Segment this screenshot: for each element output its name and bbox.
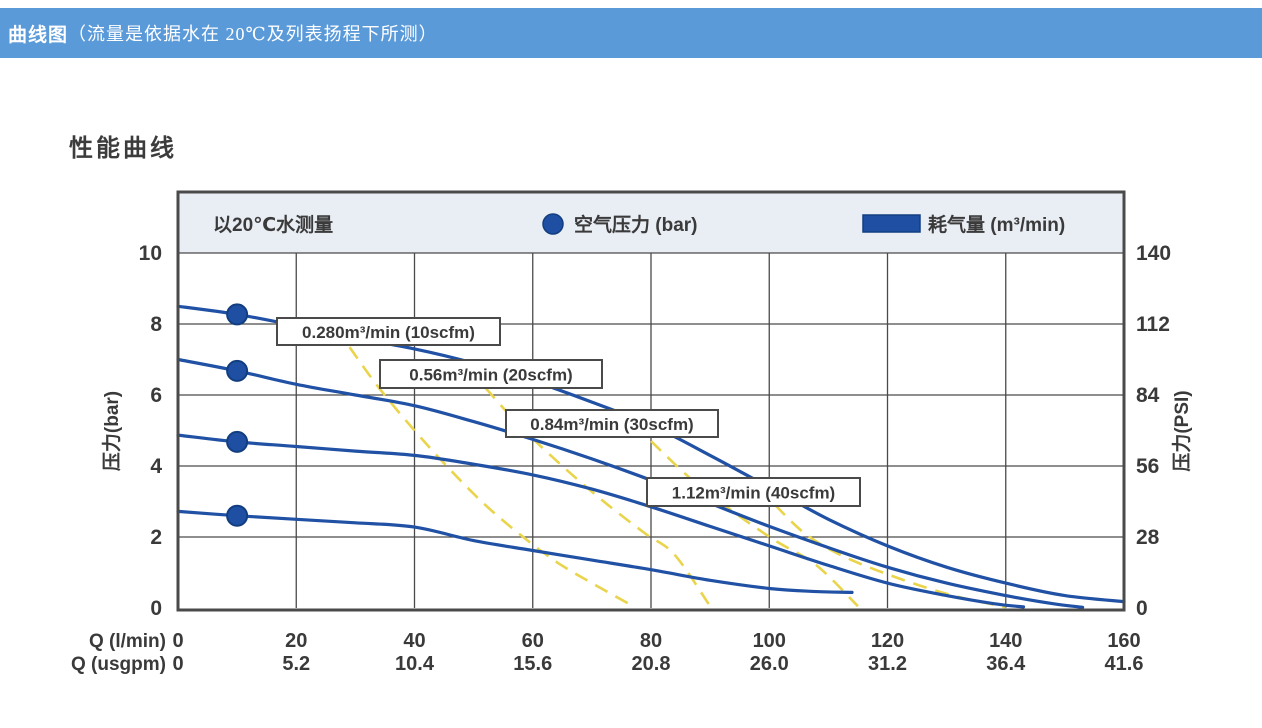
pressure-curve-4 (176, 509, 854, 594)
x-secondary-tick: 0 (172, 653, 183, 675)
consumption-label-2: 0.56m³/min (20scfm) (409, 366, 572, 385)
y-right-tick: 112 (1136, 313, 1170, 336)
legend-note-label: 以20℃水测量 (213, 214, 333, 236)
consumption-label-box-3 (505, 409, 719, 438)
x-secondary-tick: 20.8 (632, 653, 671, 675)
y-left-tick: 0 (150, 597, 162, 620)
performance-chart: 0.280m³/min (10scfm) 0.56m³/min (20scfm) 0… (0, 185, 1262, 705)
x-axis: Q (l/min)Q (usgpm) 0 20 40 60 80 100 120 140 160 0… (71, 630, 1143, 675)
consumption-contour-3 (650, 440, 859, 608)
x-primary-tick: 0 (172, 630, 183, 652)
consumption-label-1: 0.280m³/min (10scfm) (302, 323, 475, 342)
y-left-tick: 10 (139, 242, 162, 265)
y-left-title: 压力(bar) (100, 391, 123, 471)
x-secondary-tick: 36.4 (986, 653, 1026, 675)
air-pressure-dot-3 (226, 430, 249, 453)
legend-circle-icon (542, 213, 564, 235)
header-subtitle: （流量是依据水在 20℃及列表扬程下所测） (68, 24, 438, 44)
x-primary-tick: 40 (403, 630, 425, 652)
y-left-tick: 4 (150, 455, 162, 478)
x-primary-tick: 100 (753, 630, 786, 652)
x-primary-tick: 80 (640, 630, 662, 652)
x-secondary-tick: 26.0 (750, 653, 789, 675)
x-primary-tick: 20 (285, 630, 307, 652)
x-secondary-tick: 41.6 (1105, 653, 1144, 675)
pressure-curve-3 (176, 433, 1026, 609)
legend-consumption-label: 耗气量 (m³/min) (928, 213, 1065, 236)
air-pressure-dot-2 (226, 359, 249, 382)
x-primary-tick: 160 (1107, 630, 1140, 652)
legend-band (178, 192, 1124, 253)
y-right-tick: 0 (1136, 597, 1148, 620)
y-right-tick: 28 (1136, 526, 1160, 549)
x-primary-title: Q (l/min) (89, 631, 166, 652)
legend-swatch-icon (862, 214, 921, 233)
y-right-tick: 84 (1136, 384, 1160, 407)
plot-border (176, 190, 1126, 612)
x-secondary-tick: 31.2 (868, 653, 907, 675)
x-secondary-tick: 5.2 (282, 653, 310, 675)
y-left-tick: 8 (150, 313, 162, 336)
y-right-title: 压力(PSI) (1170, 390, 1193, 471)
y-right-tick: 56 (1136, 455, 1159, 478)
y-axis-right: 0 28 56 84 112 140 压力(PSI) (1136, 242, 1193, 620)
header-title: 曲线图 (8, 24, 69, 46)
x-primary-tick: 120 (871, 630, 904, 652)
y-left-tick: 2 (150, 526, 162, 549)
legend: 以20℃水测量 空气压力 (bar) 耗气量 (m³/min) (213, 213, 1065, 236)
air-pressure-dot-4 (226, 504, 249, 527)
y-right-tick: 140 (1136, 242, 1171, 265)
pressure-curve-2 (176, 357, 1085, 609)
consumption-label-box-1 (276, 317, 501, 346)
legend-air-pressure-label: 空气压力 (bar) (574, 213, 698, 236)
consumption-label-boxes: 0.280m³/min (10scfm) 0.56m³/min (20scfm) 0… (276, 317, 861, 507)
x-secondary-title: Q (usgpm) (71, 654, 166, 675)
air-pressure-dots (226, 303, 249, 527)
x-secondary-tick: 15.6 (513, 653, 552, 675)
x-primary-tick: 60 (522, 630, 544, 652)
consumption-label-box-2 (379, 359, 603, 389)
y-axis-left: 0 2 4 6 8 10 压力(bar) (100, 242, 162, 620)
header-bar: 曲线图 （流量是依据水在 20℃及列表扬程下所测） (0, 8, 1262, 58)
x-primary-tick: 140 (989, 630, 1022, 652)
consumption-contour-1 (348, 346, 634, 608)
y-left-tick: 6 (150, 384, 162, 407)
consumption-label-box-4 (646, 477, 861, 507)
x-secondary-tick: 10.4 (395, 653, 435, 675)
chart-svg: 0.280m³/min (10scfm) 0.56m³/min (20scfm) 0… (71, 190, 1193, 675)
consumption-label-3: 0.84m³/min (30scfm) (530, 415, 693, 434)
air-pressure-dot-1 (226, 303, 249, 326)
consumption-label-4: 1.12m³/min (40scfm) (672, 484, 835, 503)
section-title: 性能曲线 (69, 135, 177, 162)
